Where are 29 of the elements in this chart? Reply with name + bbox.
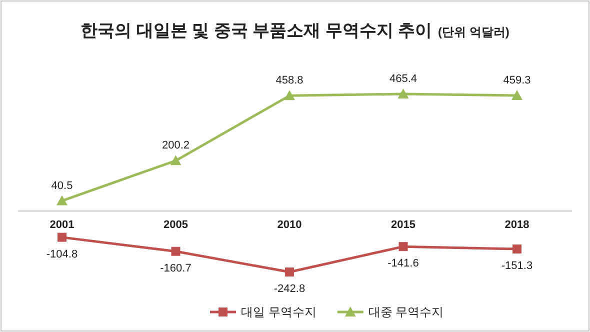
x-tick-label: 2001 xyxy=(50,218,74,231)
point xyxy=(285,268,294,276)
data-label: 40.5 xyxy=(51,180,73,192)
point xyxy=(171,246,180,256)
point xyxy=(58,232,66,242)
data-label: -242.8 xyxy=(274,283,306,295)
data-label: 465.4 xyxy=(389,73,418,85)
point xyxy=(512,244,522,254)
data-label: 200.2 xyxy=(162,140,190,152)
x-tick-label: 2010 xyxy=(277,218,302,231)
point xyxy=(170,155,182,166)
data-label: 459.3 xyxy=(503,74,531,87)
x-tick-label: 2015 xyxy=(391,218,416,231)
point xyxy=(284,90,295,100)
point xyxy=(398,88,409,98)
legend-label: 대중 무역수지 xyxy=(368,305,444,319)
point xyxy=(512,90,522,100)
data-label: -141.6 xyxy=(388,258,419,270)
legend-label: 대일 무역수지 xyxy=(241,305,316,319)
data-label: -151.3 xyxy=(501,260,533,272)
chart-subtitle: (단위 억달러) xyxy=(438,25,510,39)
x-tick-label: 2005 xyxy=(164,218,188,231)
data-label: 458.8 xyxy=(276,74,304,87)
point xyxy=(56,195,68,206)
point xyxy=(398,242,408,252)
chart-title: 한국의 대일본 및 중국 부품소재 무역수지 추이 xyxy=(80,21,432,40)
x-tick-label: 2018 xyxy=(504,218,530,231)
data-label: -160.7 xyxy=(160,262,192,274)
data-label: -104.8 xyxy=(46,248,78,260)
